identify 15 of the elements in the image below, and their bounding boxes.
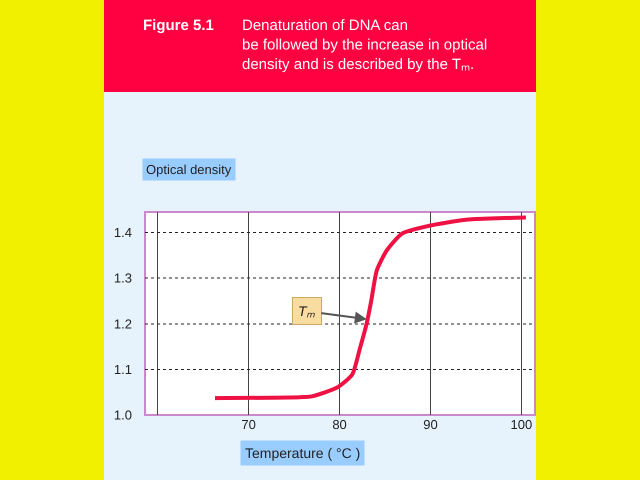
annotation: Tₘ	[298, 303, 316, 319]
y-axis-title: Optical density	[146, 162, 232, 177]
line-series	[213, 215, 528, 400]
y-tick-label: 1.1	[114, 362, 132, 377]
x-tick-label: 100	[510, 417, 532, 432]
y-tick-label: 1.0	[114, 408, 132, 423]
x-tick-label: 80	[332, 417, 347, 432]
y-tick-label: 1.4	[114, 225, 132, 240]
x-tick-label: 90	[423, 417, 438, 432]
chart-title: Figure 5.1	[143, 17, 214, 34]
y-tick-label: 1.3	[114, 270, 132, 286]
x-axis-title: Temperature ( °C )	[245, 445, 360, 461]
chart-subtitle: Denaturation of DNA can be followed by the increase in optical density and is described by the Tₘ.	[242, 17, 488, 73]
y-tick-label: 1.2	[114, 316, 132, 332]
x-tick-label: 70	[241, 417, 256, 432]
